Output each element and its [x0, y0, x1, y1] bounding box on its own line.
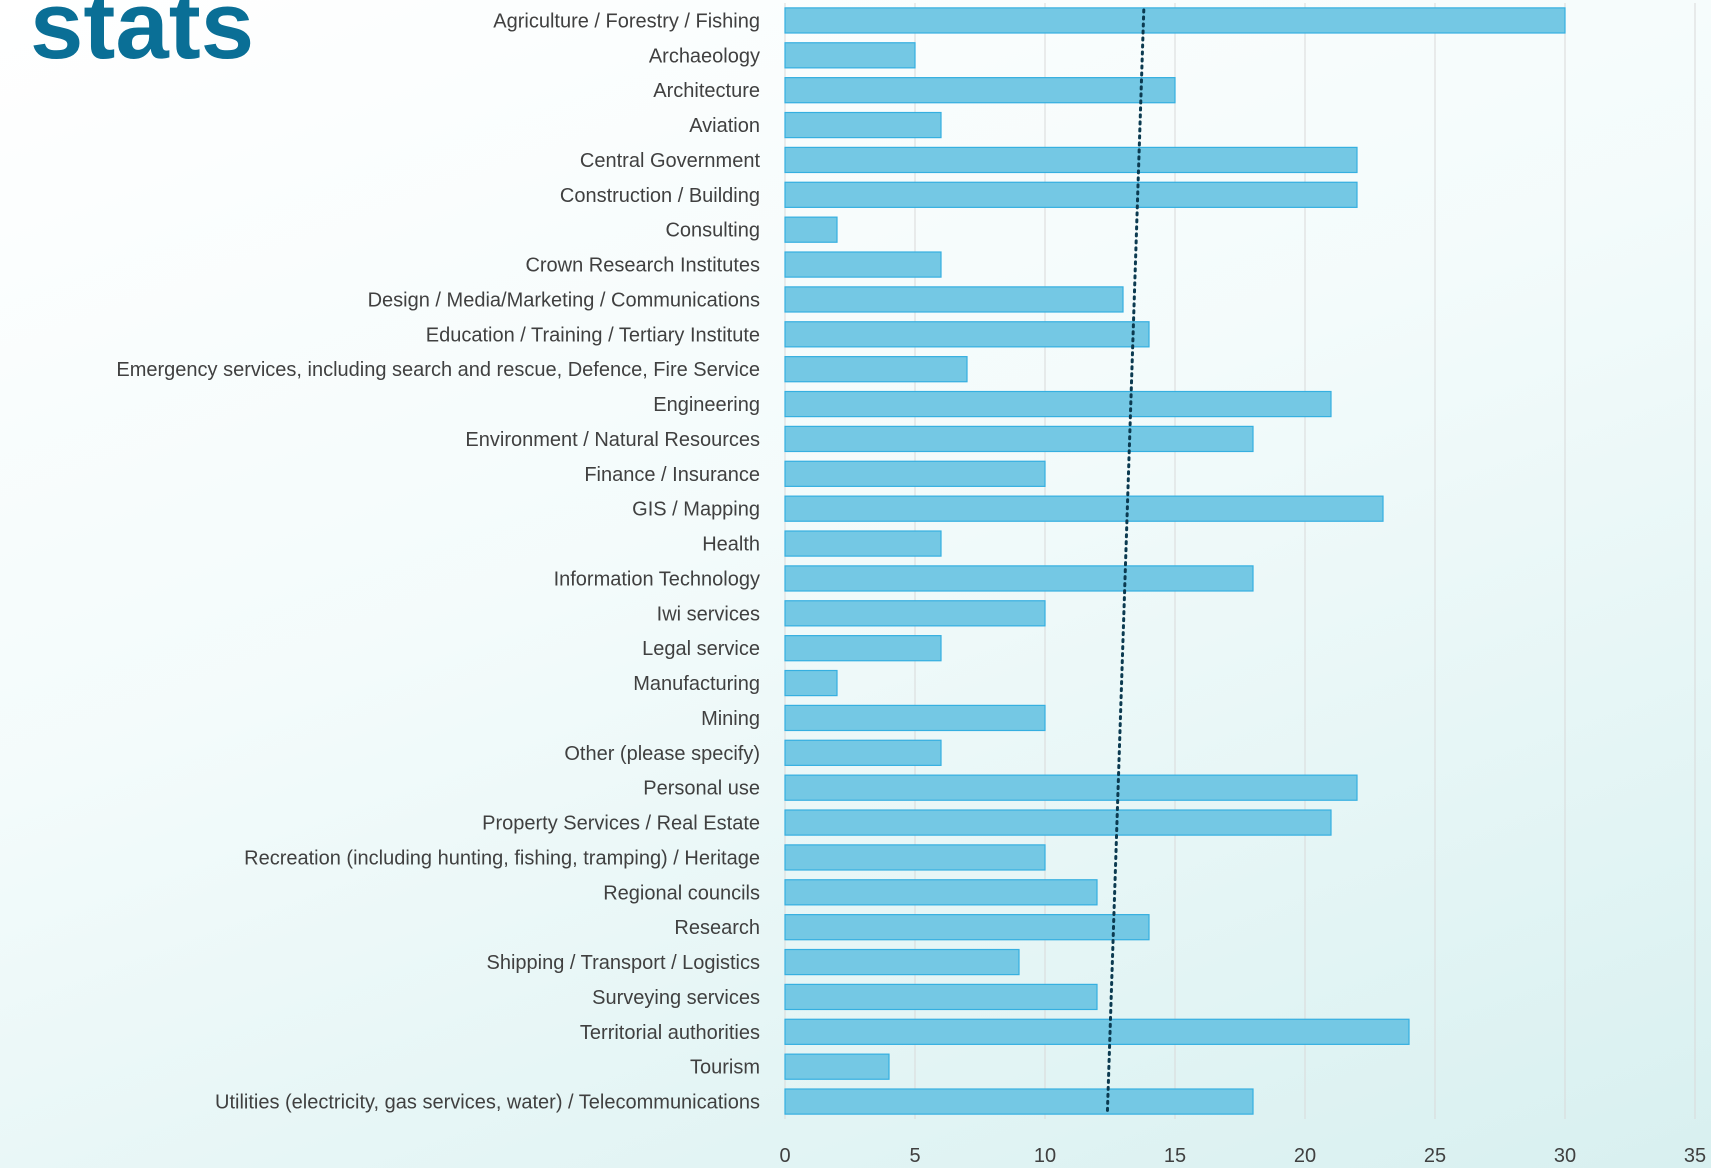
- bar: [784, 77, 1176, 104]
- y-tick-label: Architecture: [653, 80, 760, 102]
- y-tick-label: Shipping / Transport / Logistics: [487, 952, 760, 974]
- y-tick-label: Education / Training / Tertiary Institut…: [426, 324, 760, 346]
- bar: [784, 1018, 1410, 1045]
- bar: [784, 844, 1046, 871]
- y-tick-label: GIS / Mapping: [632, 499, 760, 521]
- y-tick-label: Iwi services: [657, 603, 760, 625]
- y-tick-label: Health: [702, 534, 760, 556]
- bar: [784, 356, 968, 383]
- y-tick-label: Tourism: [690, 1057, 760, 1079]
- y-tick-label: Legal service: [642, 638, 760, 660]
- bar: [784, 635, 942, 662]
- bar: [784, 321, 1150, 348]
- bar: [784, 181, 1358, 208]
- bar: [784, 739, 942, 766]
- x-tick-label: 30: [1554, 1145, 1576, 1167]
- trendline: [1105, 8, 1146, 1114]
- y-tick-label: Finance / Insurance: [584, 464, 760, 486]
- y-tick-label: Other (please specify): [564, 743, 760, 765]
- y-tick-label: Personal use: [643, 778, 760, 800]
- bar: [784, 286, 1124, 313]
- y-tick-label: Utilities (electricity, gas services, wa…: [215, 1092, 760, 1114]
- bar: [784, 530, 942, 557]
- bar: [784, 809, 1332, 836]
- x-tick-label: 25: [1424, 1145, 1446, 1167]
- bar: [784, 1088, 1254, 1115]
- y-tick-label: Crown Research Institutes: [525, 255, 760, 277]
- y-tick-label: Aviation: [689, 115, 760, 137]
- bar: [784, 111, 942, 139]
- x-tick-label: 10: [1034, 1145, 1056, 1167]
- y-tick-label: Recreation (including hunting, fishing, …: [244, 847, 760, 869]
- bar: [784, 460, 1046, 487]
- x-tick-label: 5: [909, 1145, 920, 1167]
- bar: [784, 216, 838, 243]
- bar: [784, 42, 916, 69]
- bar: [784, 669, 838, 697]
- bar: [784, 565, 1254, 592]
- y-tick-label: Construction / Building: [560, 185, 760, 207]
- bar: [784, 251, 942, 278]
- y-tick-label: Property Services / Real Estate: [482, 813, 760, 835]
- bar: [784, 879, 1098, 906]
- y-tick-label: Emergency services, including search and…: [116, 359, 760, 381]
- bar: [784, 983, 1098, 1011]
- bar: [784, 7, 1566, 34]
- x-tick-label: 35: [1684, 1145, 1706, 1167]
- y-tick-label: Regional councils: [603, 882, 760, 904]
- bar: [784, 390, 1332, 418]
- y-tick-label: Information Technology: [554, 568, 760, 590]
- bar: [784, 948, 1020, 976]
- chart-title: stats: [30, 0, 254, 79]
- y-tick-label: Territorial authorities: [580, 1022, 760, 1044]
- x-tick-label: 0: [779, 1145, 790, 1167]
- y-tick-label: Manufacturing: [633, 673, 760, 695]
- y-tick-label: Surveying services: [592, 987, 760, 1009]
- bar: [784, 495, 1384, 522]
- bar: [784, 425, 1254, 453]
- y-tick-label: Research: [674, 917, 760, 939]
- bar: [784, 914, 1150, 941]
- bar: [784, 774, 1358, 801]
- bar: [784, 1053, 890, 1080]
- y-tick-label: Mining: [701, 708, 760, 730]
- bar: [784, 704, 1046, 732]
- y-tick-label: Archaeology: [649, 45, 760, 67]
- y-tick-label: Central Government: [580, 150, 761, 172]
- y-tick-label: Consulting: [665, 220, 760, 242]
- y-tick-label: Design / Media/Marketing / Communication…: [368, 289, 760, 311]
- y-tick-label: Environment / Natural Resources: [465, 429, 760, 451]
- x-tick-label: 20: [1294, 1145, 1316, 1167]
- x-tick-label: 15: [1164, 1145, 1186, 1167]
- y-tick-label: Agriculture / Forestry / Fishing: [493, 10, 760, 32]
- bar: [784, 600, 1046, 627]
- bar: [784, 146, 1358, 174]
- y-tick-label: Engineering: [653, 394, 760, 416]
